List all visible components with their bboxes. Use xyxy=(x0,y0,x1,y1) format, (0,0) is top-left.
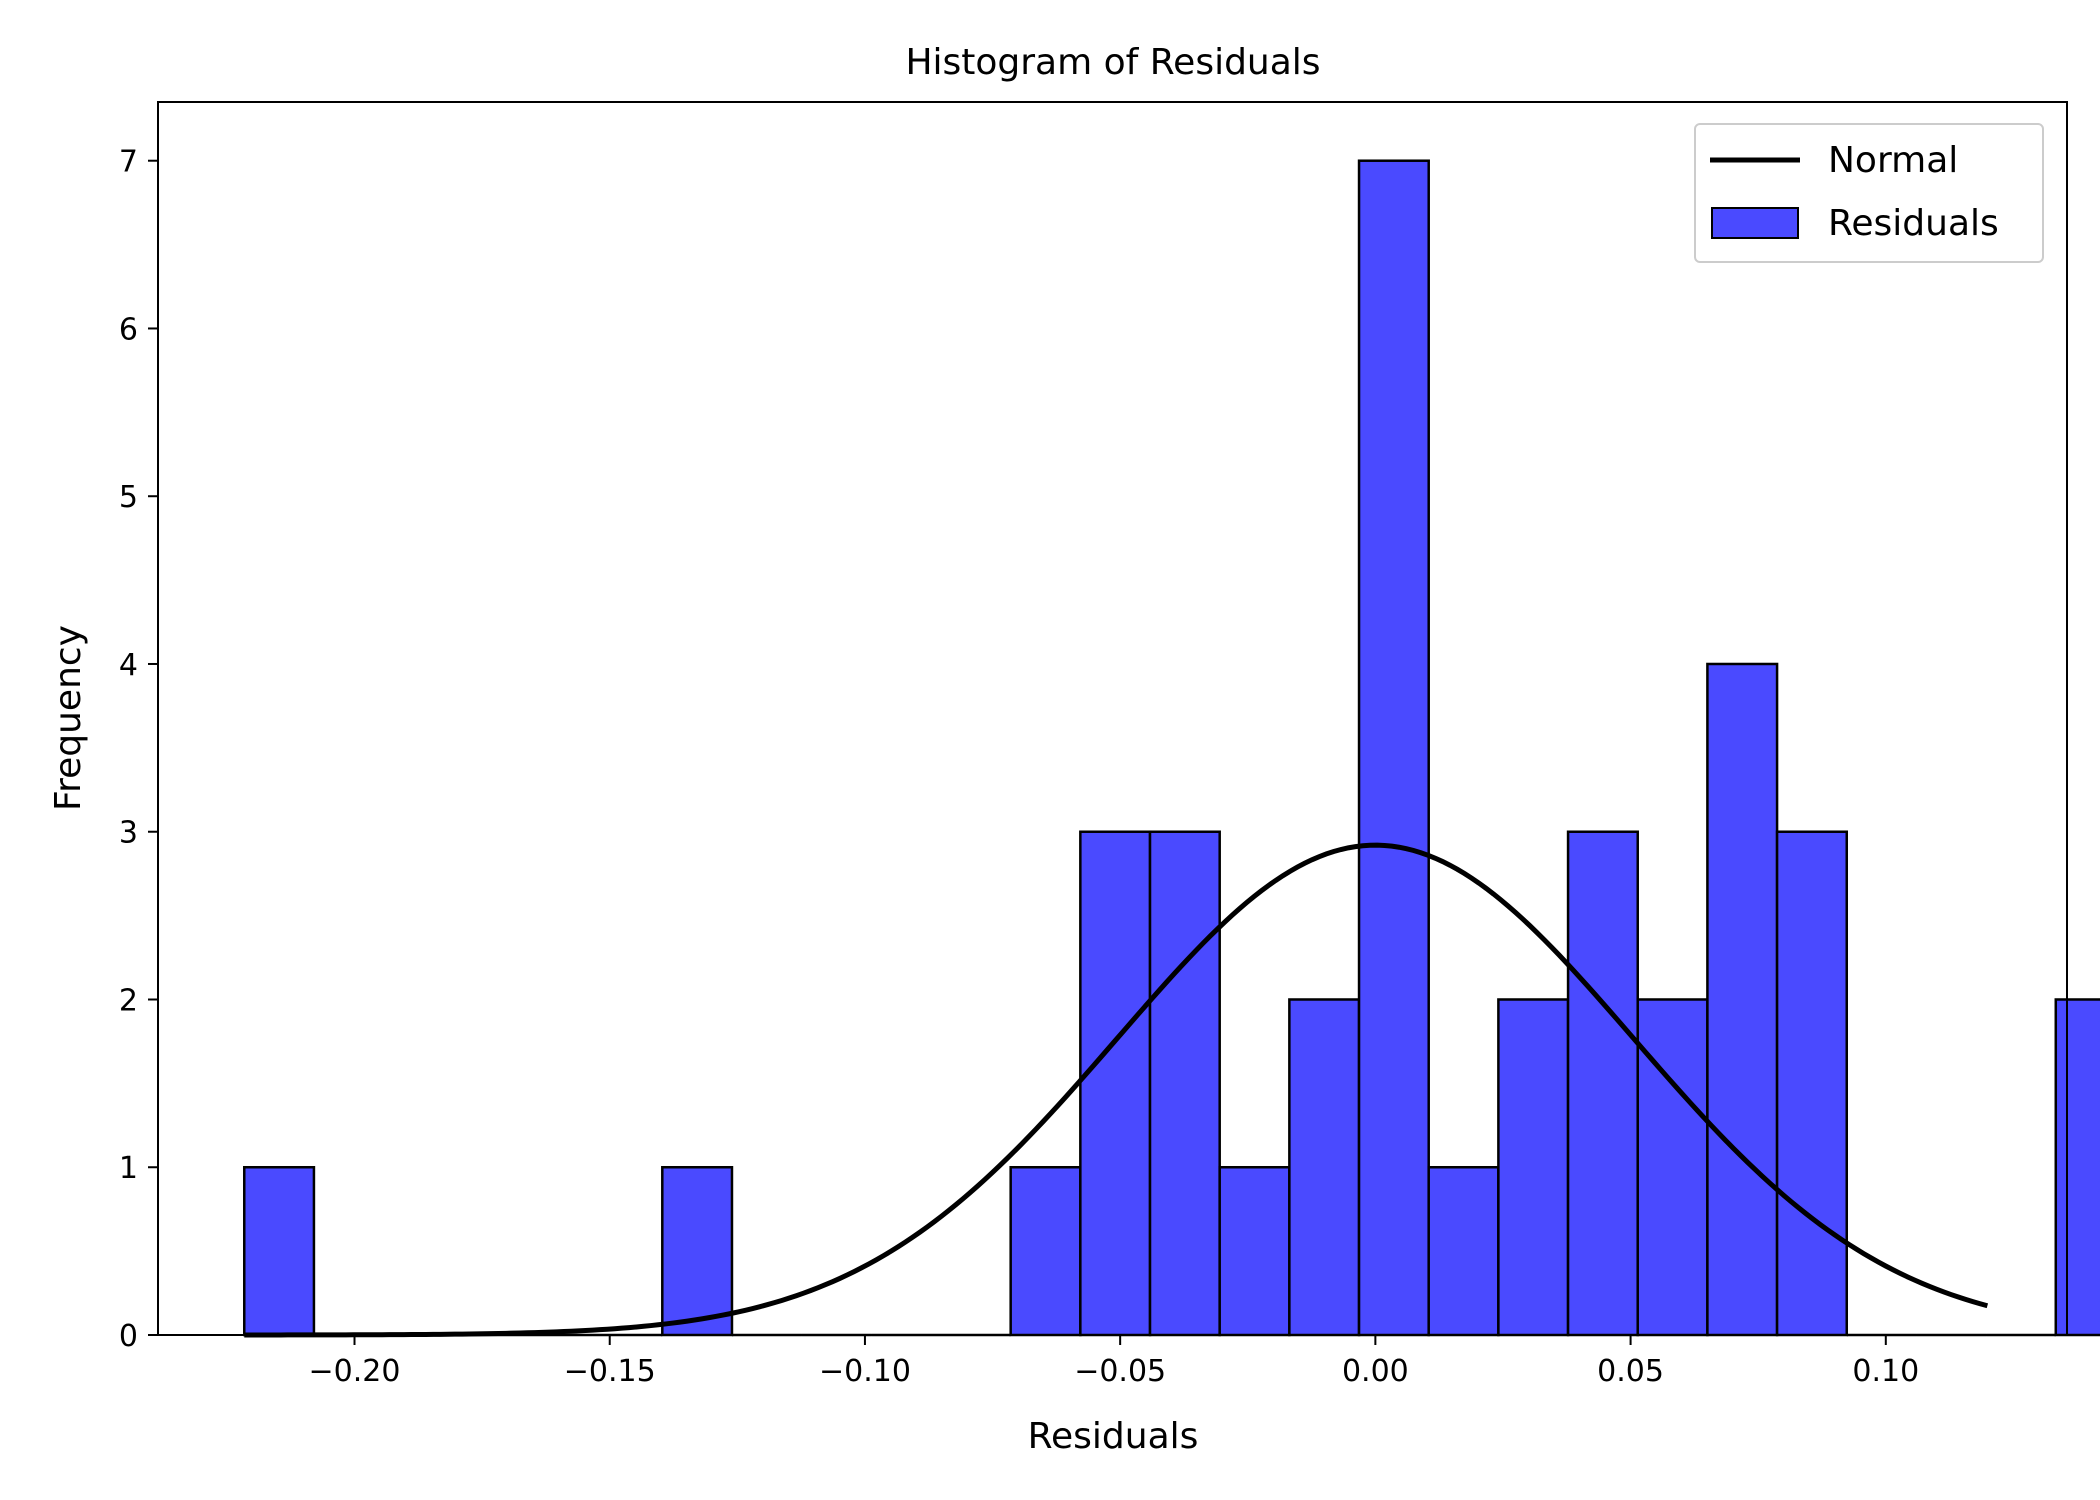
y-tick-label: 4 xyxy=(119,648,138,683)
histogram-bar xyxy=(1009,1165,1082,1337)
y-axis-ticks: 0 1 2 3 4 5 6 7 xyxy=(119,145,158,1354)
x-tick-label: −0.20 xyxy=(309,1354,401,1389)
x-tick-label: 0.05 xyxy=(1597,1354,1664,1389)
histogram-bar xyxy=(1497,998,1570,1337)
x-tick-label: −0.15 xyxy=(564,1354,656,1389)
legend-normal-label: Normal xyxy=(1828,140,1958,181)
y-tick-label: 6 xyxy=(119,312,138,347)
legend: Normal Residuals xyxy=(1694,123,2044,263)
histogram-bar xyxy=(1636,998,1709,1337)
histogram-bar xyxy=(1566,830,1639,1337)
x-axis-ticks: −0.20 −0.15 −0.10 −0.05 0.00 0.05 0.10 xyxy=(309,1335,1919,1389)
legend-residuals-swatch xyxy=(1711,207,1799,239)
y-tick-label: 7 xyxy=(119,145,138,180)
y-tick-label: 5 xyxy=(119,480,138,515)
chart-title: Histogram of Residuals xyxy=(905,42,1320,83)
histogram-bar xyxy=(1079,830,1152,1337)
y-tick-label: 3 xyxy=(119,816,138,851)
histogram-bar xyxy=(2054,998,2100,1337)
y-tick-label: 0 xyxy=(119,1319,138,1354)
histogram-bar xyxy=(661,1165,734,1337)
legend-residuals-label: Residuals xyxy=(1828,203,1999,244)
normal-curve xyxy=(244,842,1989,1338)
y-tick-label: 2 xyxy=(119,983,138,1018)
histogram-bars xyxy=(243,159,2100,1337)
y-tick-label: 1 xyxy=(119,1151,138,1186)
x-axis-label: Residuals xyxy=(1028,1416,1199,1457)
x-tick-label: −0.05 xyxy=(1074,1354,1166,1389)
histogram-bar xyxy=(1288,998,1361,1337)
x-tick-label: 0.00 xyxy=(1342,1354,1409,1389)
histogram-bar xyxy=(243,1165,316,1337)
histogram-bar xyxy=(1775,830,1849,1337)
x-tick-label: −0.10 xyxy=(819,1354,911,1389)
histogram-bar xyxy=(1706,662,1779,1337)
histogram-bar xyxy=(1148,830,1221,1337)
x-tick-label: 0.10 xyxy=(1852,1354,1919,1389)
plot-area-frame xyxy=(157,101,2068,1336)
histogram-bar xyxy=(1357,159,1430,1337)
y-axis-label: Frequency xyxy=(48,625,89,811)
histogram-bar xyxy=(1427,1165,1500,1337)
histogram-bar xyxy=(1218,1165,1291,1337)
